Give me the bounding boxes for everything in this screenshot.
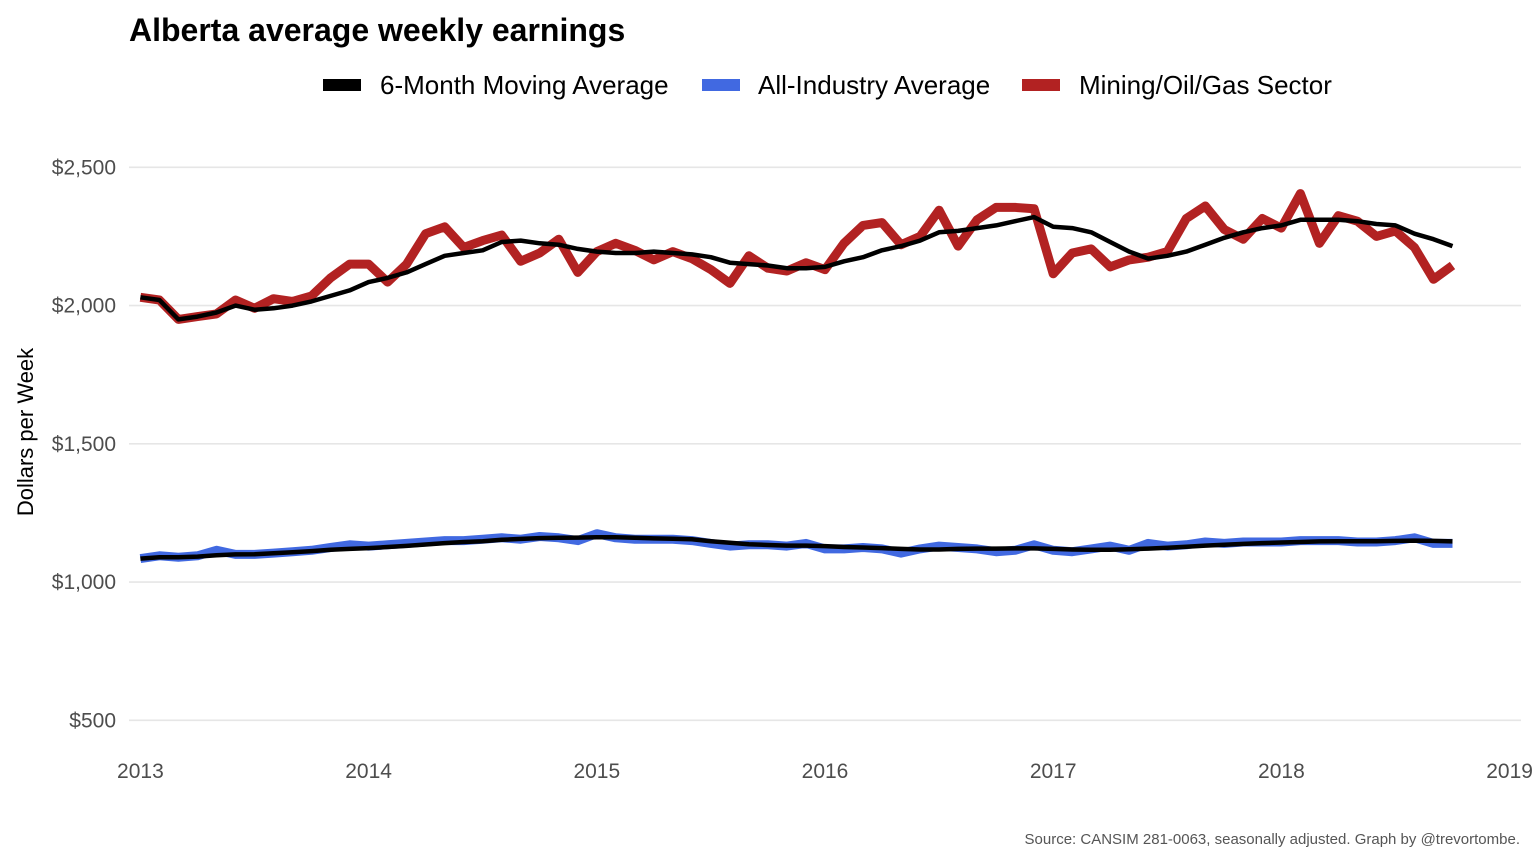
x-tick-label: 2018 — [1258, 760, 1305, 783]
chart-title: Alberta average weekly earnings — [129, 12, 625, 48]
legend: 6-Month Moving Average All-Industry Aver… — [323, 70, 1332, 100]
series-layer — [139, 189, 1456, 564]
legend-label-all-industry: All-Industry Average — [758, 70, 990, 100]
series-line-mining — [139, 189, 1456, 324]
y-tick-label: $1,000 — [52, 571, 116, 594]
x-tick-label: 2019 — [1486, 760, 1533, 783]
y-tick-label: $500 — [69, 709, 116, 732]
legend-label-mining: Mining/Oil/Gas Sector — [1079, 70, 1332, 100]
y-tick-label: $2,500 — [52, 156, 116, 179]
legend-label-moving-average: 6-Month Moving Average — [380, 70, 669, 100]
y-tick-label: $2,000 — [52, 295, 116, 318]
x-tick-label: 2013 — [117, 760, 164, 783]
series-line-ma-all — [140, 535, 1453, 561]
y-tick-label: $1,500 — [52, 433, 116, 456]
x-tick-label: 2014 — [345, 760, 392, 783]
x-axis-tick-labels: 2013 2014 2015 2016 2017 2018 2019 — [117, 760, 1533, 783]
y-axis-title: Dollars per Week — [13, 347, 38, 516]
chart-caption: Source: CANSIM 281-0063, seasonally adju… — [1025, 831, 1520, 848]
x-tick-label: 2017 — [1030, 760, 1077, 783]
gridlines — [129, 166, 1521, 722]
x-tick-label: 2016 — [802, 760, 849, 783]
y-axis-tick-labels: $500 $1,000 $1,500 $2,000 $2,500 — [52, 156, 116, 732]
x-tick-label: 2015 — [573, 760, 620, 783]
series-line-ma-mining — [140, 214, 1454, 322]
